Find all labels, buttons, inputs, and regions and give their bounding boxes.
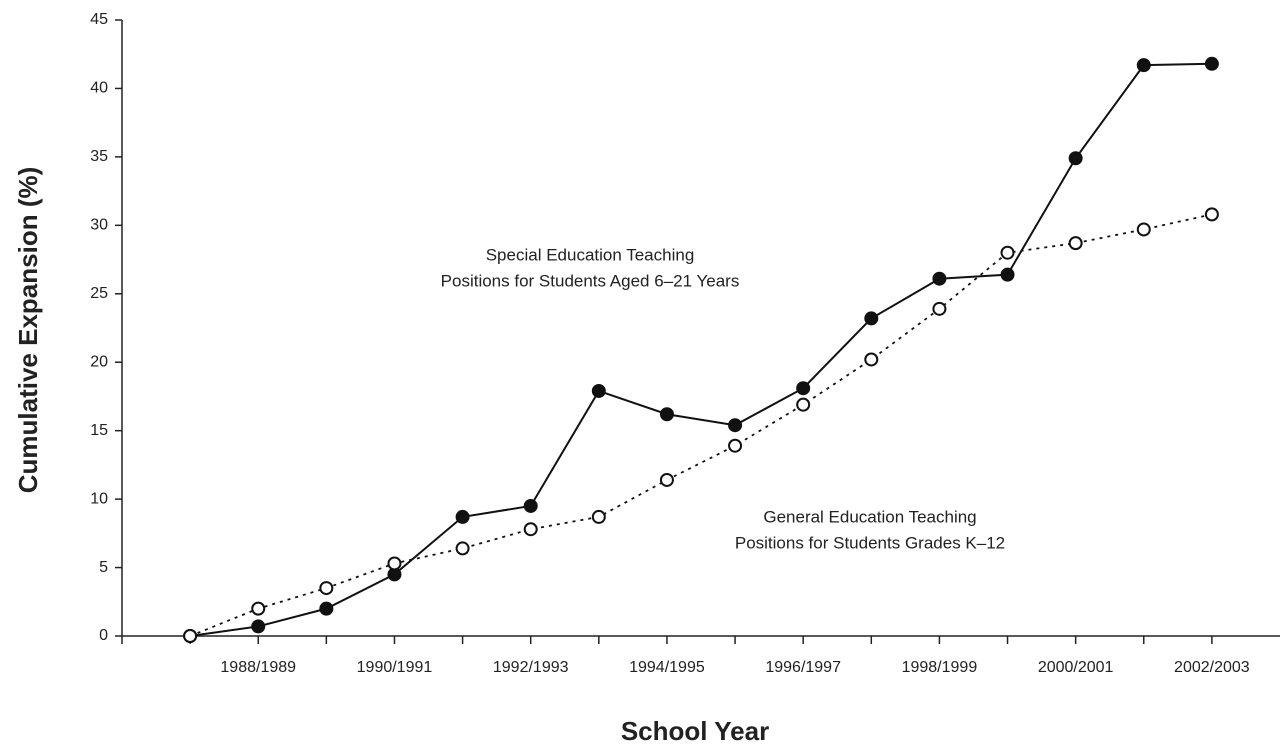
y-tick-label: 25 [90,285,108,302]
data-point [319,601,334,616]
data-point [659,407,674,422]
y-tick-label: 20 [90,353,108,370]
data-point [932,301,947,316]
y-tick-label: 10 [90,490,108,507]
data-point [728,438,743,453]
data-point [796,381,811,396]
data-point [1068,151,1083,166]
data-point [387,556,402,571]
y-tick-label: 15 [90,422,108,439]
y-tick-label: 35 [90,148,108,165]
data-point [251,601,266,616]
y-tick-label: 5 [99,559,108,576]
annotation: Special Education Teaching [486,245,695,264]
x-tick-label: 1992/1993 [493,659,569,676]
annotation: Positions for Students Grades K–12 [735,533,1005,552]
data-point [183,629,198,643]
data-point [523,522,538,537]
data-point [1204,56,1219,71]
y-tick-label: 30 [90,217,108,234]
x-tick-label: 1998/1999 [902,659,978,676]
data-point [1000,245,1015,260]
x-tick-label: 1994/1995 [629,659,705,676]
data-point [251,619,266,634]
x-tick-label: 1996/1997 [765,659,841,676]
x-tick-label: 1990/1991 [357,659,433,676]
data-point [591,383,606,398]
data-point [1000,267,1015,282]
x-tick-label: 2002/2003 [1174,659,1250,676]
data-point [864,311,879,326]
data-point [864,352,879,367]
x-axis-title: School Year [621,716,769,746]
data-point [1204,207,1219,222]
data-point [796,397,811,412]
series-line [189,62,1212,637]
y-tick-label: 0 [99,627,108,644]
data-point [659,472,674,487]
x-tick-label: 1988/1989 [220,659,296,676]
data-point [523,498,538,513]
data-point [1136,222,1151,237]
x-tick-label: 2000/2001 [1038,659,1114,676]
y-tick-label: 45 [90,11,108,28]
annotation: Positions for Students Aged 6–21 Years [441,271,740,290]
data-point [728,418,743,433]
data-point [455,509,470,524]
data-point [1136,58,1151,73]
data-point [932,271,947,286]
annotation: General Education Teaching [763,507,976,526]
y-tick-label: 40 [90,80,108,97]
data-point [455,541,470,556]
data-point [319,581,334,596]
y-axis-title: Cumulative Expansion (%) [13,167,43,494]
data-point [591,509,606,524]
data-point [1068,236,1083,251]
